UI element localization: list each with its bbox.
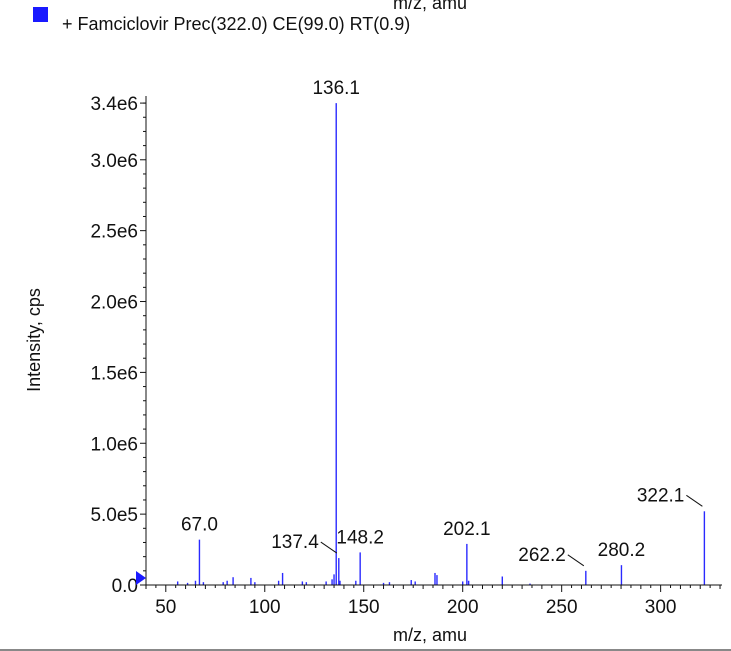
y-axis-title: Intensity, cps (24, 288, 44, 392)
spectrum-peaks (176, 103, 706, 585)
axis-origin-marker (136, 571, 146, 585)
peak-label: 262.2 (518, 545, 566, 566)
legend-label: + Famciclovir Prec(322.0) CE(99.0) RT(0.… (62, 14, 410, 34)
y-tick-label: 1.5e6 (90, 363, 138, 384)
clipped-axis-title: m/z, amu (393, 0, 467, 13)
peak-label-leader (567, 554, 585, 567)
x-tick-label: 100 (249, 597, 281, 618)
y-tick-label: 3.4e6 (90, 94, 138, 115)
y-tick-label: 2.5e6 (90, 222, 138, 243)
peak-label: 137.4 (271, 532, 319, 553)
peak-labels: 136.1 67.0 137.4 148.2 202.1 262.2 280.2 322.1 (181, 78, 703, 567)
x-tick-label: 50 (155, 597, 176, 618)
legend-swatch (33, 7, 48, 22)
x-tick-label: 200 (447, 597, 479, 618)
x-tick-label: 250 (546, 597, 578, 618)
y-axis-ticks: 0.0 5.0e5 1.0e6 1.5e6 2.0e6 2.5e6 3.0e6 3.4e6 (90, 94, 146, 597)
peak-label-leader (686, 494, 703, 507)
peak-label: 136.1 (312, 78, 360, 99)
y-tick-label: 2.0e6 (90, 293, 138, 314)
x-axis-title: m/z, amu (393, 625, 467, 645)
peak-label: 322.1 (637, 485, 685, 506)
x-tick-label: 300 (645, 597, 677, 618)
peak-label: 67.0 (181, 515, 218, 536)
peak-label: 280.2 (598, 540, 646, 561)
x-axis-ticks: 50 100 150 200 250 300 (145, 585, 721, 618)
x-tick-label: 150 (348, 597, 380, 618)
y-tick-label: 0.0 (112, 576, 138, 597)
y-tick-label: 5.0e5 (90, 505, 138, 526)
y-tick-label: 3.0e6 (90, 151, 138, 172)
peak-label-leader (320, 541, 338, 554)
y-tick-label: 1.0e6 (90, 434, 138, 455)
peak-label: 202.1 (443, 519, 491, 540)
peak-label: 148.2 (336, 527, 384, 548)
